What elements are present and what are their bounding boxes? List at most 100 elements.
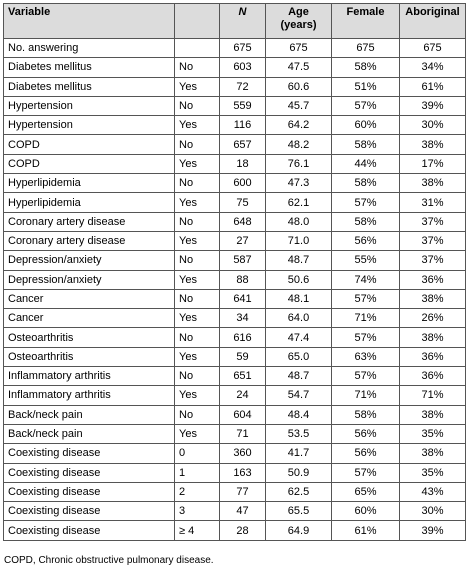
table-cell: 35%: [399, 423, 466, 445]
table-cell: Coronary artery disease: [3, 230, 175, 252]
table-cell: 57%: [331, 462, 400, 483]
table-cell: 57%: [331, 192, 400, 213]
table-cell: 587: [219, 250, 266, 271]
table-cell: 675: [331, 37, 400, 59]
table-cell: Yes: [174, 76, 220, 97]
header-cell: Variable: [3, 3, 175, 39]
table-cell: Hyperlipidemia: [3, 192, 175, 213]
header-row: Variable N Age (years) Female Aboriginal: [3, 3, 466, 39]
table-cell: 360: [219, 443, 266, 464]
table-row: Coexisting disease 3 47 65.5 60% 30%: [3, 501, 466, 522]
table-cell: 116: [219, 115, 266, 136]
table-cell: Coronary artery disease: [3, 211, 175, 232]
table-cell: 64.0: [265, 308, 332, 329]
table-cell: 38%: [399, 404, 466, 425]
table-cell: 57%: [331, 288, 400, 310]
table-cell: 60%: [331, 115, 400, 136]
data-table: Variable N Age (years) Female Aboriginal…: [3, 3, 466, 541]
table-cell: 48.7: [265, 250, 332, 271]
table-cell: 1: [174, 462, 220, 483]
table-cell: Yes: [174, 192, 220, 213]
table-row: Inflammatory arthritis No 651 48.7 57% 36%: [3, 366, 466, 387]
table-cell: 60%: [331, 501, 400, 522]
table-row: Depression/anxiety No 587 48.7 55% 37%: [3, 250, 466, 271]
table-cell: Diabetes mellitus: [3, 76, 175, 97]
footnote: COPD, Chronic obstructive pulmonary dise…: [4, 555, 214, 566]
table-cell: 72: [219, 76, 266, 97]
table-cell: 35%: [399, 462, 466, 483]
table-cell: 57%: [331, 95, 400, 117]
table-cell: No: [174, 95, 220, 117]
table-cell: 48.2: [265, 134, 332, 155]
table-cell: No: [174, 57, 220, 78]
header-cell: Age (years): [265, 3, 332, 39]
table-cell: Coexisting disease: [3, 481, 175, 503]
table-cell: Coexisting disease: [3, 501, 175, 522]
table-cell: 71%: [399, 385, 466, 406]
table-cell: 38%: [399, 173, 466, 194]
table-cell: 36%: [399, 346, 466, 368]
table-row: Coronary artery disease No 648 48.0 58% 37%: [3, 211, 466, 232]
table-cell: Osteoarthritis: [3, 346, 175, 368]
table-cell: 38%: [399, 443, 466, 464]
table-cell: No: [174, 250, 220, 271]
table-cell: 641: [219, 288, 266, 310]
table-cell: 51%: [331, 76, 400, 97]
table-cell: No: [174, 404, 220, 425]
table-cell: 64.9: [265, 520, 332, 541]
table-cell: 600: [219, 173, 266, 194]
table-cell: 38%: [399, 288, 466, 310]
table-cell: Yes: [174, 423, 220, 445]
table-cell: 616: [219, 327, 266, 348]
table-cell: 59: [219, 346, 266, 368]
table-cell: Back/neck pain: [3, 423, 175, 445]
table-cell: 65%: [331, 481, 400, 503]
table-row: Coexisting disease ≥ 4 28 64.9 61% 39%: [3, 520, 466, 541]
table-cell: No: [174, 173, 220, 194]
table-cell: ≥ 4: [174, 520, 220, 541]
table-cell: Inflammatory arthritis: [3, 366, 175, 387]
table-cell: 0: [174, 443, 220, 464]
table-cell: No. answering: [3, 37, 175, 59]
table-cell: Diabetes mellitus: [3, 57, 175, 78]
table-cell: Coexisting disease: [3, 443, 175, 464]
table-cell: 604: [219, 404, 266, 425]
table-cell: 76.1: [265, 153, 332, 175]
table-row: Coexisting disease 0 360 41.7 56% 38%: [3, 443, 466, 464]
table-cell: 53.5: [265, 423, 332, 445]
table-cell: 38%: [399, 134, 466, 155]
table-cell: 47.4: [265, 327, 332, 348]
table-cell: 39%: [399, 95, 466, 117]
table-cell: 61%: [331, 520, 400, 541]
table-row: Cancer Yes 34 64.0 71% 26%: [3, 308, 466, 329]
table-cell: 71: [219, 423, 266, 445]
table-cell: No: [174, 211, 220, 232]
table-row: COPD Yes 18 76.1 44% 17%: [3, 153, 466, 175]
table-cell: Coexisting disease: [3, 520, 175, 541]
table-row: Osteoarthritis Yes 59 65.0 63% 36%: [3, 346, 466, 368]
table-cell: 37%: [399, 230, 466, 252]
table-cell: 2: [174, 481, 220, 503]
table-cell: 75: [219, 192, 266, 213]
table-cell: Coexisting disease: [3, 462, 175, 483]
table-cell: [174, 37, 220, 59]
table-cell: 45.7: [265, 95, 332, 117]
table-cell: 657: [219, 134, 266, 155]
table-cell: 30%: [399, 501, 466, 522]
table-cell: No: [174, 366, 220, 387]
table-cell: 57%: [331, 366, 400, 387]
table-cell: 77: [219, 481, 266, 503]
table-cell: 163: [219, 462, 266, 483]
table-cell: 651: [219, 366, 266, 387]
table-cell: 38%: [399, 327, 466, 348]
table-cell: 39%: [399, 520, 466, 541]
table-cell: Yes: [174, 153, 220, 175]
table-row: Osteoarthritis No 616 47.4 57% 38%: [3, 327, 466, 348]
table-cell: Yes: [174, 385, 220, 406]
table-cell: 50.6: [265, 269, 332, 290]
table-cell: 65.0: [265, 346, 332, 368]
table-cell: 26%: [399, 308, 466, 329]
table-cell: 63%: [331, 346, 400, 368]
table-cell: Hypertension: [3, 115, 175, 136]
table-row: Coexisting disease 2 77 62.5 65% 43%: [3, 481, 466, 503]
